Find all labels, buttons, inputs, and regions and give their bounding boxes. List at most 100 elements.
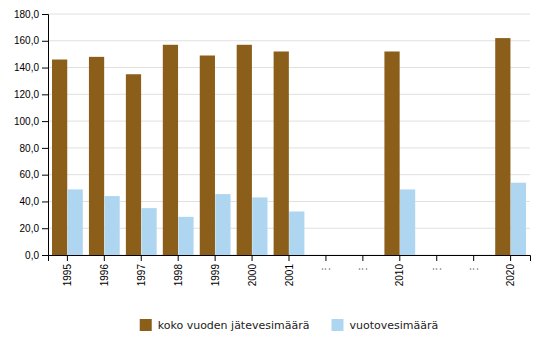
x-tick-mark bbox=[178, 255, 179, 261]
x-tick-mark bbox=[473, 255, 474, 261]
y-axis-line bbox=[42, 15, 49, 256]
bar bbox=[163, 45, 178, 255]
y-tick-mark bbox=[42, 255, 48, 256]
x-tick-label: 2001 bbox=[284, 264, 295, 287]
x-tick-mark bbox=[141, 255, 142, 261]
x-tick-mark bbox=[215, 255, 216, 261]
x-axis-line bbox=[49, 256, 531, 262]
x-tick: 1998 bbox=[173, 255, 184, 286]
x-tick-mark bbox=[289, 255, 290, 261]
x-tick: ⋮ bbox=[357, 255, 368, 274]
bar bbox=[384, 51, 399, 255]
bar-series bbox=[68, 183, 526, 255]
bar bbox=[289, 211, 304, 255]
x-tick: 2000 bbox=[247, 255, 258, 286]
x-tick-label: 2000 bbox=[247, 264, 258, 287]
legend-label: vuotovesimäärä bbox=[349, 319, 438, 332]
x-tick-mark bbox=[362, 255, 363, 261]
bar-series bbox=[52, 38, 510, 255]
grid-line bbox=[48, 147, 530, 148]
y-tick-label: 60,0 bbox=[20, 169, 40, 180]
y-tick-mark bbox=[42, 148, 48, 149]
bar bbox=[495, 38, 510, 255]
grid-line bbox=[48, 14, 530, 15]
grid-line bbox=[48, 174, 530, 175]
y-tick: 140,0 bbox=[14, 62, 48, 73]
x-tick-label: 1996 bbox=[99, 264, 110, 287]
bar bbox=[104, 196, 119, 255]
y-tick-mark bbox=[42, 14, 48, 15]
bar bbox=[511, 183, 526, 255]
x-tick-label: 1999 bbox=[210, 264, 221, 287]
x-tick-label: 1995 bbox=[62, 264, 73, 287]
grid-line bbox=[48, 121, 530, 122]
grid-line bbox=[48, 201, 530, 202]
x-tick: 1996 bbox=[99, 255, 110, 286]
y-tick: 20,0 bbox=[20, 223, 48, 234]
y-tick: 60,0 bbox=[20, 169, 48, 180]
y-tick-label: 180,0 bbox=[14, 9, 39, 20]
y-tick-mark bbox=[42, 94, 48, 95]
x-tick: ⋮ bbox=[320, 255, 331, 274]
y-tick-mark bbox=[42, 228, 48, 229]
bar bbox=[141, 208, 156, 255]
x-tick-mark bbox=[436, 255, 437, 261]
y-tick: 0,0 bbox=[25, 250, 48, 261]
legend: koko vuoden jätevesimäärä vuotovesimäärä bbox=[140, 319, 439, 332]
y-tick: 160,0 bbox=[14, 35, 48, 46]
legend-label: koko vuoden jätevesimäärä bbox=[158, 319, 310, 332]
x-tick-label: ⋮ bbox=[431, 264, 442, 274]
x-tick-label: 2020 bbox=[505, 264, 516, 287]
x-tick-label: 2010 bbox=[394, 264, 405, 287]
x-tick-mark bbox=[252, 255, 253, 261]
plot: 0,020,040,060,080,0100,0120,0140,0160,01… bbox=[14, 9, 531, 287]
legend-item: vuotovesimäärä bbox=[331, 319, 438, 332]
bar bbox=[89, 57, 104, 255]
y-tick-label: 40,0 bbox=[20, 196, 40, 207]
chart-container: 0,020,040,060,080,0100,0120,0140,0160,01… bbox=[0, 0, 546, 339]
x-tick: 2001 bbox=[284, 255, 295, 286]
y-tick: 120,0 bbox=[14, 89, 48, 100]
y-axis: 0,020,040,060,080,0100,0120,0140,0160,01… bbox=[14, 9, 49, 261]
bar bbox=[237, 45, 252, 255]
x-tick: 2020 bbox=[505, 255, 516, 286]
grid-line bbox=[48, 94, 530, 95]
grid-line bbox=[48, 40, 530, 41]
x-tick-label: ⋮ bbox=[320, 264, 331, 274]
y-tick-label: 0,0 bbox=[25, 250, 39, 261]
y-tick: 100,0 bbox=[14, 116, 48, 127]
legend-item: koko vuoden jätevesimäärä bbox=[140, 319, 310, 332]
legend-swatch bbox=[331, 319, 343, 331]
x-tick-mark bbox=[510, 255, 511, 261]
grid-line bbox=[48, 67, 530, 68]
x-tick-label: 1998 bbox=[173, 264, 184, 287]
x-tick-mark bbox=[325, 255, 326, 261]
x-tick-label: ⋮ bbox=[357, 264, 368, 274]
y-tick-label: 100,0 bbox=[14, 116, 39, 127]
x-tick: 1995 bbox=[62, 255, 73, 286]
bar bbox=[52, 60, 67, 255]
x-tick: 1999 bbox=[210, 255, 221, 286]
bar bbox=[200, 56, 215, 255]
y-tick-mark bbox=[42, 41, 48, 42]
y-tick-label: 20,0 bbox=[20, 223, 40, 234]
x-tick-label: ⋮ bbox=[468, 264, 479, 274]
bar bbox=[178, 217, 193, 255]
bar bbox=[400, 189, 415, 255]
x-axis: 1995 1996 1997 1998 1999 2000 2001 ⋮ ⋮ 2010 ⋮ ⋮ 2020 bbox=[49, 255, 531, 286]
x-tick: ⋮ bbox=[431, 255, 442, 274]
y-tick-mark bbox=[42, 121, 48, 122]
bar bbox=[68, 189, 83, 255]
x-tick: 2010 bbox=[394, 255, 405, 286]
legend-swatch bbox=[140, 319, 152, 331]
y-tick-mark bbox=[42, 201, 48, 202]
x-tick-mark bbox=[399, 255, 400, 261]
y-tick: 40,0 bbox=[20, 196, 48, 207]
y-tick-label: 160,0 bbox=[14, 35, 39, 46]
x-tick-mark bbox=[67, 255, 68, 261]
y-tick: 180,0 bbox=[14, 9, 48, 20]
x-tick: 1997 bbox=[136, 255, 147, 286]
x-tick-label: 1997 bbox=[136, 264, 147, 287]
y-tick-mark bbox=[42, 68, 48, 69]
y-tick-mark bbox=[42, 175, 48, 176]
